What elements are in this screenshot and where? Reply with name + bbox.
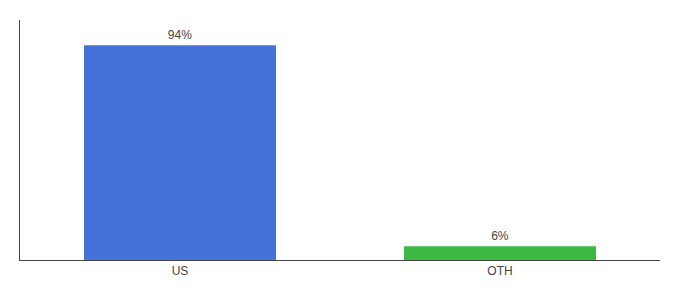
svg-text:6%: 6%	[491, 229, 509, 243]
svg-text:US: US	[172, 264, 189, 278]
svg-text:94%: 94%	[168, 28, 192, 42]
svg-text:OTH: OTH	[487, 264, 512, 278]
